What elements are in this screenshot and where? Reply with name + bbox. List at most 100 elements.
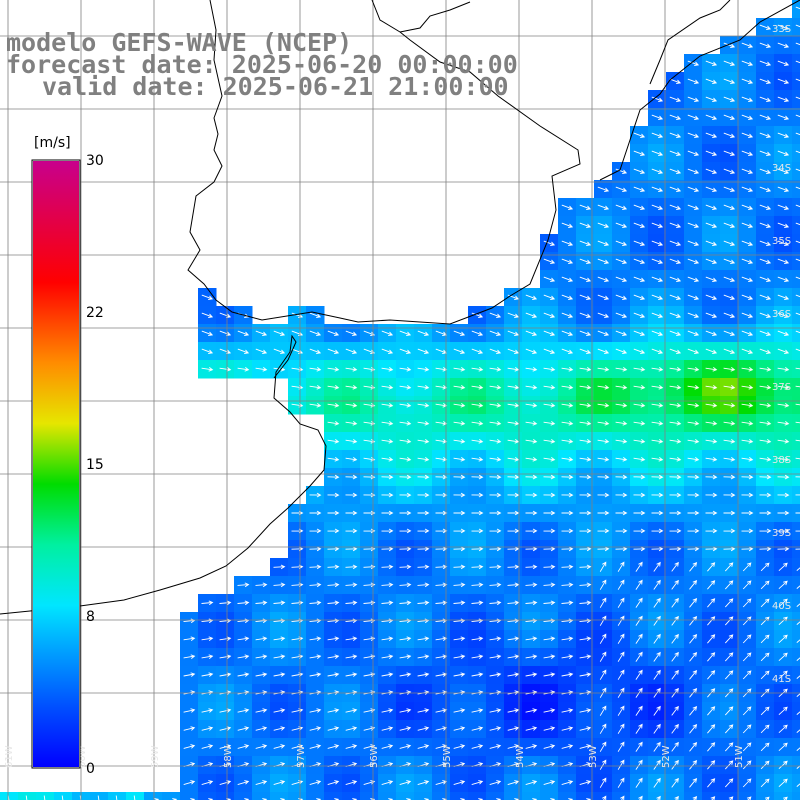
wind-arrow: [778, 670, 788, 680]
wind-arrow: [381, 510, 394, 516]
wind-arrow: [759, 24, 772, 30]
wind-arrow: [453, 330, 466, 336]
wind-arrow: [633, 222, 646, 228]
wind-arrow: [741, 312, 754, 318]
wind-arrow: [705, 330, 718, 336]
wind-arrow: [183, 780, 196, 786]
wind-arrow: [201, 672, 214, 677]
wind-arrow: [615, 403, 628, 408]
wind-arrow: [381, 546, 394, 552]
wind-arrow: [561, 348, 574, 354]
wind-arrow: [309, 367, 322, 372]
wind-arrow: [741, 78, 754, 84]
wind-arrow: [435, 546, 448, 552]
wind-arrow: [489, 582, 502, 588]
wind-arrow: [399, 618, 412, 624]
wind-arrow: [795, 512, 800, 514]
wind-arrow: [759, 546, 772, 552]
wind-arrow: [399, 492, 412, 498]
wind-arrow: [255, 672, 268, 677]
wind-arrow: [381, 474, 394, 480]
wind-arrow: [201, 312, 214, 318]
wind-arrow: [599, 669, 607, 680]
wind-arrow: [759, 510, 772, 516]
wind-arrow: [471, 582, 484, 588]
wind-arrow: [327, 528, 340, 534]
wind-arrow: [273, 636, 286, 641]
wind-arrow: [237, 726, 250, 731]
wind-arrow: [255, 367, 268, 372]
wind-arrow: [543, 564, 556, 570]
wind-arrow: [633, 312, 646, 318]
wind-arrow: [687, 240, 700, 246]
wind-arrow: [201, 726, 214, 731]
wind-arrow: [687, 150, 700, 156]
wind-arrow: [417, 708, 430, 713]
wind-arrow: [399, 474, 412, 480]
wind-arrow: [777, 240, 790, 246]
wind-arrow: [255, 582, 268, 588]
wind-arrow: [489, 708, 502, 713]
wind-arrow: [543, 348, 556, 354]
wind-arrow: [309, 618, 322, 624]
wind-arrow: [381, 726, 394, 731]
wind-arrow: [671, 579, 679, 590]
wind-arrow: [471, 708, 484, 713]
wind-arrow: [273, 564, 286, 570]
wind-arrow: [635, 777, 643, 788]
wind-arrow: [579, 421, 592, 426]
wind-arrow: [183, 726, 196, 731]
wind-arrow: [635, 651, 643, 662]
wind-arrow: [795, 42, 800, 46]
wind-cell: [792, 738, 800, 757]
wind-arrow: [724, 760, 734, 770]
wind-arrow: [617, 759, 625, 770]
wind-arrow: [741, 132, 754, 138]
wind-arrow: [381, 654, 394, 659]
wind-arrow: [599, 705, 607, 716]
wind-arrow: [777, 330, 790, 336]
wind-cell: [126, 792, 145, 800]
wind-arrow: [633, 492, 646, 498]
wind-arrow: [453, 618, 466, 624]
wind-arrow: [453, 510, 466, 516]
wind-cell: [792, 432, 800, 451]
wind-arrow: [705, 403, 718, 408]
wind-arrow: [741, 474, 754, 480]
wind-arrow: [777, 546, 790, 552]
wind-arrow: [615, 385, 628, 390]
wind-arrow: [724, 724, 734, 734]
wind-arrow: [525, 403, 538, 408]
wind-arrow: [741, 276, 754, 282]
wind-arrow: [453, 780, 466, 786]
wind-arrow: [651, 150, 664, 156]
wind-arrow: [741, 510, 754, 516]
wind-arrow: [723, 132, 736, 138]
wind-arrow: [653, 723, 661, 734]
wind-arrow: [345, 385, 358, 390]
wind-arrow: [742, 760, 752, 770]
wind-cell: [792, 414, 800, 433]
wind-arrow: [471, 672, 484, 677]
wind-arrow: [255, 780, 268, 786]
wind-arrow: [507, 385, 520, 390]
wind-arrow: [327, 708, 340, 713]
wind-arrow: [759, 457, 772, 462]
wind-arrow: [255, 348, 268, 354]
wind-cell: [630, 792, 649, 800]
wind-arrow: [507, 546, 520, 552]
wind-arrow: [255, 744, 268, 749]
wind-arrow: [742, 634, 752, 644]
wind-arrow: [669, 204, 682, 210]
wind-arrow: [687, 330, 700, 336]
wind-arrow: [705, 294, 718, 300]
wind-arrow: [327, 474, 340, 480]
wind-arrow: [579, 492, 592, 498]
wind-arrow: [489, 510, 502, 516]
wind-arrow: [399, 403, 412, 408]
longitude-label: 55W: [442, 745, 453, 768]
wind-arrow: [579, 708, 592, 713]
wind-arrow: [615, 528, 628, 534]
wind-arrow: [219, 708, 232, 713]
